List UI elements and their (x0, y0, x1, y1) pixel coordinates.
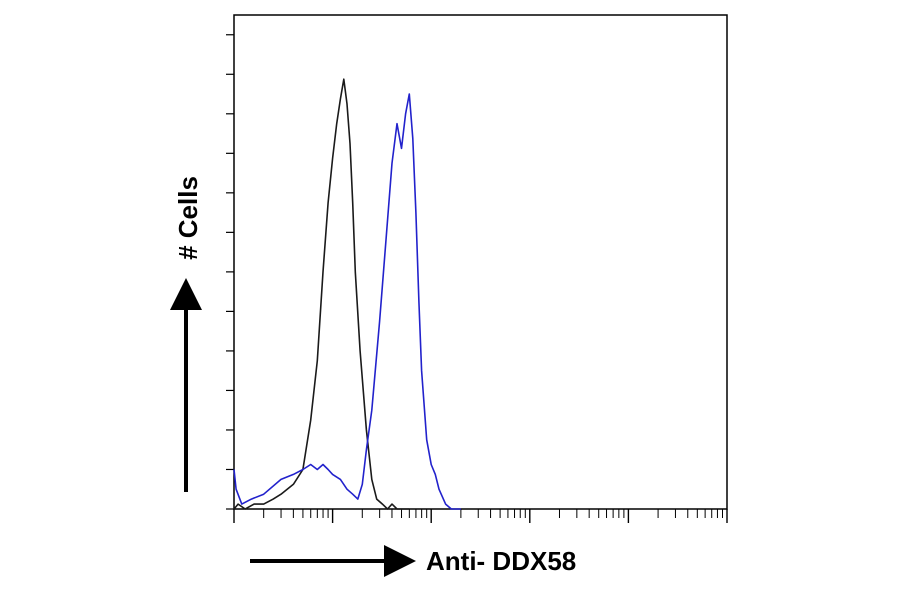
ddx58-histogram-line (233, 93, 461, 510)
series-layer (233, 78, 461, 510)
x-axis-ticks (233, 509, 728, 523)
plot-frame (233, 14, 728, 510)
control-histogram-line (233, 78, 410, 510)
y-axis-ticks (226, 34, 234, 510)
x-axis-label: Anti- DDX58 (426, 546, 576, 576)
y-axis-label: # Cells (173, 176, 203, 260)
